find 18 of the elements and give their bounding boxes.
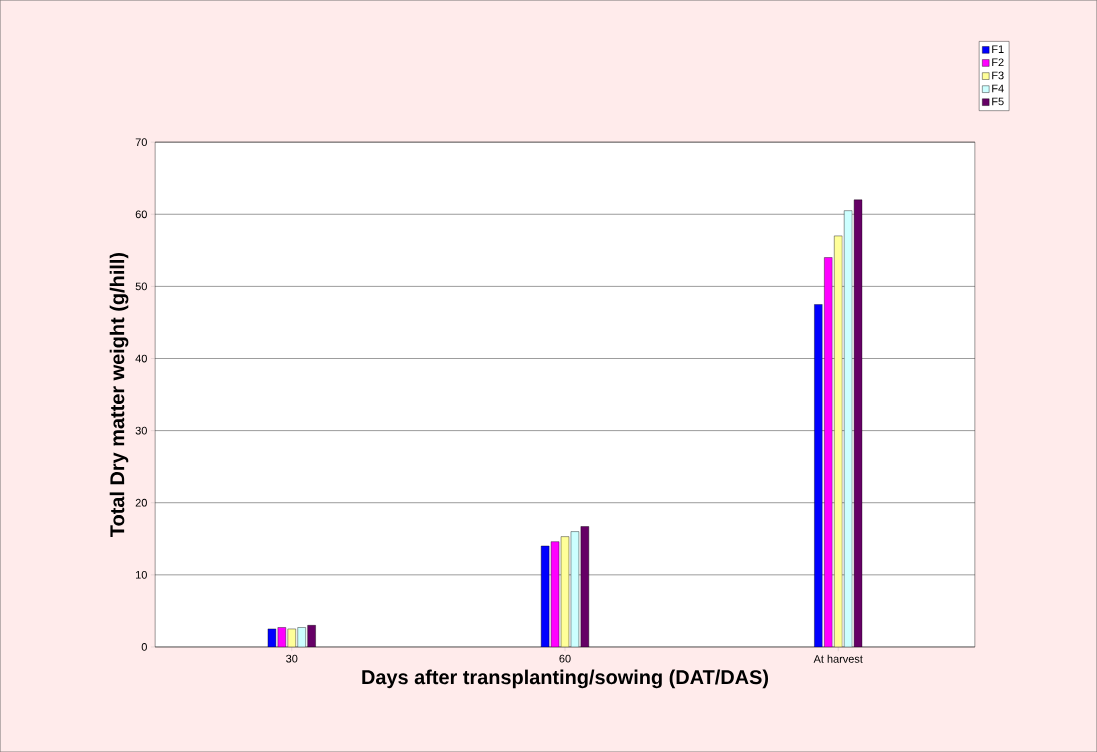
x-axis-title: Days after transplanting/sowing (DAT/DAS) [362, 669, 769, 689]
legend-label: F3 [992, 71, 1004, 80]
y-tick-label: 40 [135, 354, 147, 363]
y-tick-label: 10 [136, 570, 147, 579]
y-tick-label: 0 [141, 643, 147, 651]
y-tick-label: 20 [135, 498, 147, 507]
x-tick-label: At harvest [813, 654, 863, 663]
legend-label: F5 [992, 97, 1004, 106]
legend-label: F1 [992, 45, 1004, 53]
y-tick-label: 70 [135, 138, 147, 146]
y-tick-label: 30 [135, 426, 147, 435]
y-tick-label: 60 [135, 210, 147, 219]
legend-label: F4 [992, 84, 1004, 93]
x-tick-label: 60 [559, 654, 571, 663]
x-tick-label: 30 [286, 654, 298, 663]
legend-label: F2 [992, 58, 1004, 66]
y-tick-label: 50 [135, 282, 147, 291]
y-axis-title: Total Dry matter weight (g/hill) [109, 252, 129, 537]
